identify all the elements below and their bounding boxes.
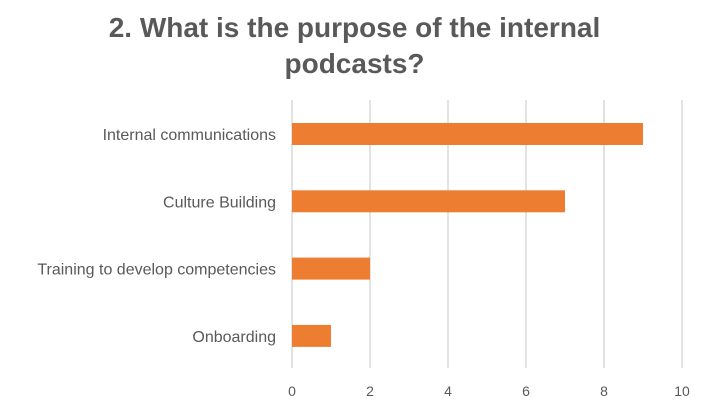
- bar-2: [292, 257, 370, 280]
- chart-title-line-1: 2. What is the purpose of the internal: [108, 12, 601, 43]
- chart-title: 2. What is the purpose of the internal p…: [0, 10, 709, 82]
- category-label-0: Internal communications: [103, 127, 276, 144]
- x-tick-label-4: 4: [444, 383, 452, 399]
- x-tick-label-2: 2: [366, 383, 374, 399]
- category-label-1: Culture Building: [163, 194, 276, 211]
- chart-title-line-2: podcasts?: [284, 48, 425, 79]
- x-tick-label-6: 6: [522, 383, 530, 399]
- x-tick-label-10: 10: [674, 383, 690, 399]
- x-axis-tick-labels: 0 2 4 6 8 10: [288, 383, 690, 399]
- x-tick-label-8: 8: [600, 383, 608, 399]
- bar-3: [292, 324, 331, 347]
- category-label-2: Training to develop competencies: [37, 262, 276, 279]
- bar-1: [292, 190, 565, 213]
- category-label-3: Onboarding: [192, 329, 276, 346]
- category-labels: Internal communications Culture Building T…: [37, 127, 276, 346]
- bars: [292, 123, 643, 347]
- bar-0: [292, 123, 643, 145]
- x-tick-label-0: 0: [288, 383, 296, 399]
